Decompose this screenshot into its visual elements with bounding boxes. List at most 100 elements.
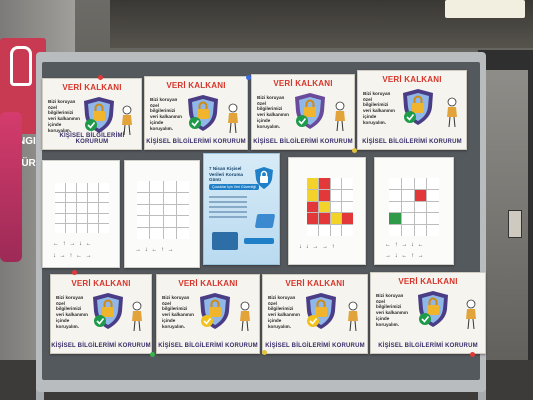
- checkmark-icon: [94, 315, 106, 327]
- child-figure-icon: [122, 105, 132, 136]
- poster-side-text: Bizi koruyan özel bilgilerimizi veri kal…: [56, 295, 88, 329]
- poster-title: VERİ KALKANI: [398, 277, 458, 286]
- poster-bottom-3: VERİ KALKANI Bizi koruyan özel bilgileri…: [262, 274, 368, 354]
- poster-top-1: VERİ KALKANI Bizi koruyan özel bilgileri…: [42, 78, 142, 150]
- colored-grid: [307, 178, 353, 236]
- poster-title: VERİ KALKANI: [166, 81, 226, 90]
- worksheet-4: ← ↑ → ↓ ← → ↓ ← ↑ →: [374, 157, 454, 265]
- poster-footer: KİŞİSEL BİLGİLERİMİ KORURUM: [146, 139, 246, 145]
- poster-footer: KİŞİSEL BİLGİLERİMİ KORURUM: [378, 343, 478, 349]
- worksheet-1: ← ↑ → ↓ ← ↓ → ↑ ← →: [42, 160, 120, 268]
- poster-side-text: Bizi koruyan özel bilgilerimizi veri kal…: [150, 97, 182, 131]
- worksheet-grid: [389, 178, 439, 236]
- poster-side-text: Bizi koruyan özel bilgilerimizi veri kal…: [162, 295, 194, 329]
- laptop-icon: [254, 214, 276, 228]
- wall-frame: [508, 210, 522, 238]
- shield-icon: [295, 93, 325, 129]
- sign-text-1: ANGIN: [10, 136, 43, 147]
- checkmark-icon: [307, 315, 319, 327]
- poster-title: VERİ KALKANI: [178, 279, 238, 288]
- lock-icon: [304, 107, 316, 117]
- checkmark-icon: [404, 111, 416, 123]
- poster-bottom-2: VERİ KALKANI Bizi koruyan özel bilgileri…: [156, 274, 260, 354]
- poster-footer: KİŞİSEL BİLGİLERİMİ KORURUM: [51, 343, 151, 349]
- pink-bag: [0, 112, 22, 262]
- worksheet-header: [129, 164, 195, 169]
- shield-icon: [418, 291, 448, 327]
- checkmark-icon: [189, 117, 201, 129]
- poster-top-3: VERİ KALKANI Bizi koruyan özel bilgileri…: [251, 74, 355, 150]
- child-figure-icon: [466, 299, 476, 330]
- poster-top-4: VERİ KALKANI Bizi koruyan özel bilgileri…: [357, 70, 467, 150]
- worksheet-header: [293, 161, 361, 166]
- child-figure-icon: [228, 103, 238, 134]
- info-banner: [244, 238, 274, 244]
- child-figure-icon: [447, 97, 457, 128]
- poster-title: VERİ KALKANI: [273, 79, 333, 88]
- shield-icon: [84, 97, 114, 133]
- pushpin: [352, 148, 357, 153]
- pushpin: [262, 350, 267, 355]
- ceiling-light: [445, 0, 525, 18]
- checkmark-icon: [419, 313, 431, 325]
- poster-side-text: Bizi koruyan özel bilgilerimizi veri kal…: [257, 95, 289, 129]
- shield-icon: [200, 293, 230, 329]
- info-poster-badge: Çocuklar İçin Veri Güvenliği: [209, 184, 259, 190]
- poster-title: VERİ KALKANI: [71, 279, 131, 288]
- lock-icon: [427, 305, 439, 315]
- poster-side-text: Bizi koruyan özel bilgilerimizi veri kal…: [376, 293, 408, 327]
- worksheet-header: [47, 164, 115, 169]
- arrow-row: ↓ ↓ → → ↑: [299, 244, 336, 250]
- child-figure-icon: [335, 101, 345, 132]
- shield-icon: [93, 293, 123, 329]
- lock-icon: [412, 103, 424, 113]
- lock-icon: [197, 109, 209, 119]
- info-poster-title: 7 Nisan Kişisel Verileri Koruma Günü: [209, 166, 243, 183]
- poster-title: VERİ KALKANI: [382, 75, 442, 84]
- poster-footer: KİŞİSEL BİLGİLERİMİ KORURUM: [59, 133, 125, 145]
- right-door: [478, 50, 533, 400]
- worksheet-header: [379, 161, 449, 166]
- shield-icon: [188, 95, 218, 131]
- arrow-row: ↓ → ↑ ← →: [53, 253, 93, 259]
- lock-icon: [315, 307, 327, 317]
- poster-side-text: Bizi koruyan özel bilgilerimizi veri kal…: [268, 295, 300, 329]
- child-figure-icon: [348, 301, 358, 332]
- lock-icon: [102, 307, 114, 317]
- pushpin: [246, 75, 251, 80]
- arrow-row: → ↓ ← ↑ →: [135, 247, 175, 253]
- child-figure-icon: [132, 301, 142, 332]
- poster-bottom-4: VERİ KALKANI Bizi koruyan özel bilgileri…: [370, 272, 486, 354]
- poster-side-text: Bizi koruyan özel bilgilerimizi veri kal…: [48, 99, 80, 133]
- worksheet-2: → ↓ ← ↑ →: [124, 160, 200, 268]
- pushpin: [150, 352, 155, 357]
- info-text-lines: [209, 196, 247, 221]
- poster-footer: KİŞİSEL BİLGİLERİMİ KORURUM: [265, 343, 365, 349]
- checkmark-icon: [201, 315, 213, 327]
- shield-icon: [306, 293, 336, 329]
- info-poster: 7 Nisan Kişisel Verileri Koruma Günü Çoc…: [203, 153, 280, 265]
- poster-side-text: Bizi koruyan özel bilgilerimizi veri kal…: [363, 91, 395, 125]
- checkmark-icon: [296, 115, 308, 127]
- checkmark-icon: [85, 119, 97, 131]
- fire-extinguisher-icon: [10, 46, 32, 86]
- pushpin: [470, 352, 475, 357]
- child-figure-icon: [240, 301, 250, 332]
- shield-lock-icon: [255, 167, 273, 189]
- pushpin: [98, 75, 103, 80]
- laptop-icon: [212, 232, 238, 250]
- worksheet-grid: [55, 183, 109, 233]
- lock-icon: [209, 307, 221, 317]
- poster-footer: KİŞİSEL BİLGİLERİMİ KORURUM: [158, 343, 258, 349]
- arrow-row: → ↓ ← ↑ →: [385, 253, 425, 259]
- poster-title: VERİ KALKANI: [62, 83, 122, 92]
- sign-text-2: DÜRÜ: [14, 158, 43, 169]
- poster-bottom-1: VERİ KALKANI Bizi koruyan özel bilgileri…: [50, 274, 152, 354]
- pushpin: [72, 270, 77, 275]
- arrow-row: ← ↑ → ↓ ←: [385, 242, 425, 248]
- worksheet-3: ↓ ↓ → → ↑: [288, 157, 366, 265]
- shield-icon: [403, 89, 433, 125]
- lock-icon: [93, 111, 105, 121]
- poster-top-2: VERİ KALKANI Bizi koruyan özel bilgileri…: [144, 76, 248, 150]
- arrow-row: ← ↑ → ↓ ←: [53, 241, 93, 247]
